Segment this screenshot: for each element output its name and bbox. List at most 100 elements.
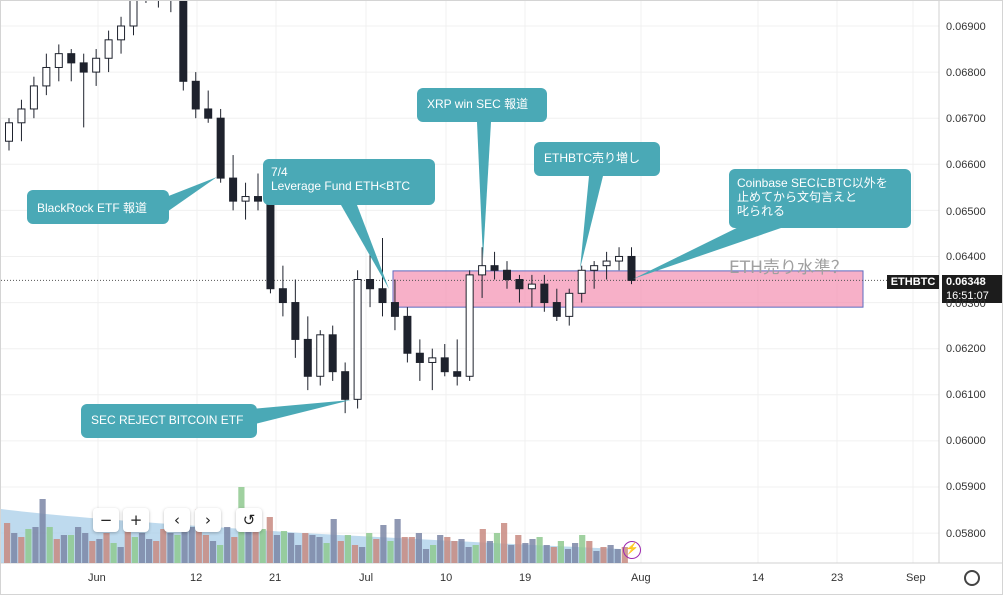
volume-bar xyxy=(302,533,309,563)
volume-bar xyxy=(167,533,174,563)
candle-body xyxy=(42,66,51,87)
candle-body xyxy=(241,196,250,202)
candle-body xyxy=(254,196,262,202)
volume-bar xyxy=(96,539,103,563)
last-price-tag: 0.06348 xyxy=(942,275,1002,289)
candle-body xyxy=(5,122,13,142)
zoom-in-button[interactable]: + xyxy=(123,508,149,532)
volume-bar xyxy=(160,529,167,563)
y-tick: 0.06500 xyxy=(946,206,986,218)
volume-bar xyxy=(522,543,529,563)
volume-bar xyxy=(493,533,501,563)
x-tick: Jun xyxy=(88,572,106,584)
candle-body xyxy=(490,265,499,271)
candle-body xyxy=(428,357,437,363)
y-tick: 0.06900 xyxy=(946,21,986,33)
candle-body xyxy=(117,25,126,41)
volume-bar xyxy=(209,541,217,563)
lightning-icon[interactable]: ⚡ xyxy=(623,541,641,559)
callout-leverage[interactable]: 7/4 Leverage Fund ETH<BTC xyxy=(263,159,435,205)
y-tick: 0.06100 xyxy=(946,389,986,401)
volume-bar xyxy=(138,533,146,563)
volume-bar xyxy=(501,523,508,563)
candle-body xyxy=(627,255,636,281)
candle-body xyxy=(266,200,275,290)
volume-bar xyxy=(614,549,621,563)
volume-bar xyxy=(18,537,25,563)
volume-bar xyxy=(351,545,359,563)
candle-body xyxy=(341,371,350,400)
reset-chart-button[interactable]: ↺ xyxy=(236,508,262,532)
callout-coinbase-line2: 止めてから文句言えと xyxy=(737,190,858,204)
x-tick: 12 xyxy=(190,572,203,584)
volume-bar xyxy=(444,537,451,563)
candle-body xyxy=(104,39,113,59)
volume-bar xyxy=(245,515,252,563)
scroll-forward-button[interactable]: › xyxy=(195,508,221,532)
volume-bar xyxy=(46,527,53,563)
callout-coinbase[interactable]: Coinbase SECにBTC以外を 止めてから文句言えと 叱られる xyxy=(729,169,911,228)
volume-bar xyxy=(437,535,444,563)
callout-sec-reject[interactable]: SEC REJECT BITCOIN ETF xyxy=(81,404,257,438)
candle-body xyxy=(366,279,375,290)
candle-body xyxy=(577,269,586,294)
volume-bar xyxy=(607,545,614,563)
y-tick: 0.06300 xyxy=(946,298,986,310)
volume-bar xyxy=(330,519,337,563)
candle-body xyxy=(353,279,362,400)
volume-bar xyxy=(486,541,493,563)
volume-bar xyxy=(458,539,465,563)
volume-bar xyxy=(82,533,89,563)
candle-body xyxy=(602,260,611,267)
volume-bar xyxy=(430,545,437,563)
candle-body xyxy=(440,357,449,373)
callout-ethbtc[interactable]: ETHBTC売り増し xyxy=(534,142,660,176)
callout-tail-ethbtc xyxy=(580,176,603,269)
zone-label: ETH売り水準？ xyxy=(729,258,848,278)
candle-body xyxy=(615,255,624,262)
y-tick: 0.06800 xyxy=(946,67,986,79)
volume-bar xyxy=(4,523,11,563)
callout-xrp-text: XRP win SEC 報道 xyxy=(427,97,529,111)
volume-bar xyxy=(53,539,60,563)
candle-body xyxy=(92,57,101,73)
volume-bar xyxy=(415,533,422,563)
callout-coinbase-line1: Coinbase SECにBTC以外を xyxy=(737,176,888,190)
settings-icon[interactable] xyxy=(964,570,980,586)
callout-xrp[interactable]: XRP win SEC 報道 xyxy=(417,88,547,122)
scroll-back-button[interactable]: ‹ xyxy=(164,508,190,532)
candle-body xyxy=(79,62,88,73)
bar-countdown: 16:51:07 xyxy=(942,289,1002,303)
zoom-out-button[interactable]: − xyxy=(93,508,119,532)
volume-bar xyxy=(280,531,288,563)
volume-bar xyxy=(600,547,607,563)
x-tick: 19 xyxy=(519,572,532,584)
volume-bar xyxy=(550,547,557,563)
volume-bar xyxy=(188,527,195,563)
candle-body xyxy=(527,283,536,290)
x-tick: 14 xyxy=(752,572,765,584)
volume-bar xyxy=(288,533,295,563)
volume-bar xyxy=(60,535,67,563)
x-tick: Aug xyxy=(631,572,651,584)
candle-body xyxy=(403,315,412,354)
volume-bar xyxy=(387,541,394,563)
volume-bar xyxy=(472,545,479,563)
volume-bar xyxy=(536,537,543,563)
callout-blackrock[interactable]: BlackRock ETF 報道 xyxy=(27,190,169,224)
volume-bar xyxy=(146,539,153,563)
volume-bar xyxy=(124,529,131,563)
candle-body xyxy=(17,108,26,124)
volume-bar xyxy=(394,519,401,563)
volume-bar xyxy=(131,537,138,563)
candle-body xyxy=(303,338,312,377)
y-tick: 0.06600 xyxy=(946,159,986,171)
callout-tail-coinbase xyxy=(633,216,781,279)
x-tick: Sep xyxy=(906,572,926,584)
candle-body xyxy=(590,265,599,271)
volume-bar xyxy=(344,535,351,563)
y-tick: 0.05900 xyxy=(946,481,986,493)
callout-ethbtc-text: ETHBTC売り増し xyxy=(544,151,641,165)
